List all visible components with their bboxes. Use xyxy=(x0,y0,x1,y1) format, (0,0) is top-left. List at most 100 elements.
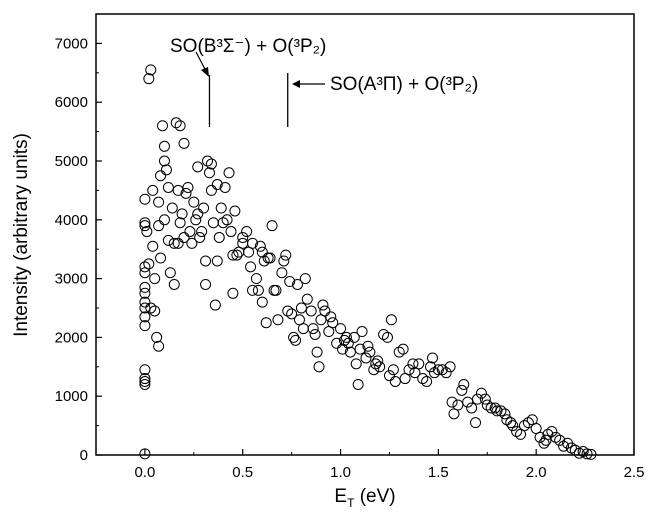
data-points xyxy=(139,64,597,460)
annotation-arrowhead-a3pi xyxy=(292,80,300,88)
data-point xyxy=(158,214,170,226)
data-point xyxy=(139,261,151,273)
data-point xyxy=(554,434,566,446)
data-point xyxy=(192,161,204,173)
data-point xyxy=(158,155,170,167)
x-tick-label: 0.0 xyxy=(134,464,155,481)
data-point xyxy=(426,352,438,364)
data-point xyxy=(158,140,170,152)
data-point xyxy=(211,255,223,267)
data-point xyxy=(170,117,182,129)
data-point xyxy=(160,164,172,176)
data-point xyxy=(141,226,153,238)
data-point xyxy=(223,167,235,179)
y-tick-label: 5000 xyxy=(55,153,88,170)
data-point xyxy=(245,261,257,273)
data-point xyxy=(162,234,174,246)
data-point xyxy=(194,231,206,243)
y-tick-label: 0 xyxy=(80,447,88,464)
data-point xyxy=(309,328,321,340)
data-point xyxy=(164,267,176,279)
data-point xyxy=(258,255,270,267)
data-point xyxy=(247,284,259,296)
data-point xyxy=(340,331,352,343)
data-point xyxy=(182,181,194,193)
data-point xyxy=(475,387,487,399)
data-point xyxy=(184,226,196,238)
data-point xyxy=(139,448,151,460)
data-point xyxy=(147,184,159,196)
data-point xyxy=(546,425,558,437)
data-point xyxy=(372,355,384,367)
data-point xyxy=(147,240,159,252)
data-point xyxy=(151,331,163,343)
data-point xyxy=(168,278,180,290)
data-point xyxy=(205,158,217,170)
data-point xyxy=(139,373,151,385)
data-point xyxy=(462,396,474,408)
data-point xyxy=(440,367,452,379)
data-point xyxy=(270,284,282,296)
data-point xyxy=(385,314,397,326)
data-point xyxy=(188,196,200,208)
data-point xyxy=(139,311,151,323)
data-point xyxy=(145,64,157,76)
x-tick-label: 1.0 xyxy=(330,464,351,481)
data-point xyxy=(172,184,184,196)
data-point xyxy=(432,364,444,376)
data-point xyxy=(250,273,262,285)
data-point xyxy=(305,305,317,317)
data-point xyxy=(319,305,331,317)
data-point xyxy=(335,323,347,335)
data-point xyxy=(166,202,178,214)
data-point xyxy=(542,428,554,440)
data-point xyxy=(205,184,217,196)
data-point xyxy=(254,240,266,252)
data-point xyxy=(200,255,212,267)
data-point xyxy=(499,408,511,420)
data-point xyxy=(252,284,264,296)
y-tick-label: 3000 xyxy=(55,271,88,288)
data-point xyxy=(139,296,151,308)
data-point xyxy=(139,302,151,314)
data-point xyxy=(518,420,530,432)
x-tick-label: 1.5 xyxy=(428,464,449,481)
annotation-arrowhead-b3sigma xyxy=(201,67,209,77)
data-point xyxy=(176,208,188,220)
data-point xyxy=(470,417,482,429)
data-point xyxy=(278,255,290,267)
data-point xyxy=(203,167,215,179)
data-point xyxy=(446,396,458,408)
data-point xyxy=(485,402,497,414)
data-point xyxy=(301,293,313,305)
data-point xyxy=(186,237,198,249)
data-point xyxy=(507,420,519,432)
data-point xyxy=(241,226,253,238)
data-point xyxy=(247,237,259,249)
data-point xyxy=(360,352,372,364)
data-point xyxy=(286,308,298,320)
data-point xyxy=(192,208,204,220)
data-point xyxy=(139,281,151,293)
data-point xyxy=(209,299,221,311)
data-point xyxy=(311,346,323,358)
data-point xyxy=(383,370,395,382)
data-point xyxy=(327,317,339,329)
data-point xyxy=(217,217,229,229)
data-point xyxy=(200,278,212,290)
data-point xyxy=(174,120,186,132)
data-point xyxy=(452,399,464,411)
data-point xyxy=(284,276,296,288)
data-point xyxy=(307,323,319,335)
data-point xyxy=(207,217,219,229)
data-point xyxy=(202,155,214,167)
data-point xyxy=(370,358,382,370)
data-point xyxy=(196,226,208,238)
data-point xyxy=(229,205,241,217)
data-point xyxy=(180,187,192,199)
plot-frame xyxy=(95,13,635,456)
data-point xyxy=(266,220,278,232)
y-tick-label: 1000 xyxy=(55,388,88,405)
data-point xyxy=(581,448,593,460)
data-point xyxy=(393,346,405,358)
